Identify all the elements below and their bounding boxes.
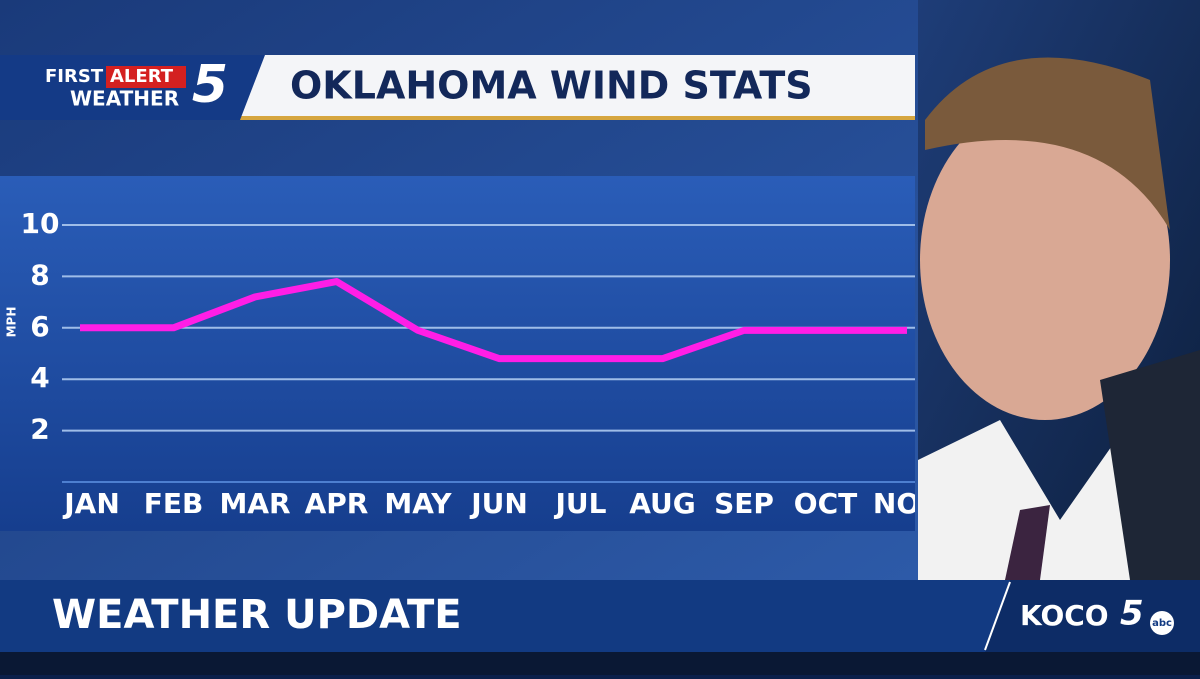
x-tick-label: MAR [219,487,290,520]
station-name: KOCO [1020,599,1109,632]
x-tick-label: APR [305,487,369,520]
lower-strip [0,652,1200,675]
x-tick-label: NOV [873,487,941,520]
station-box [985,580,1200,652]
title-underline [0,116,915,120]
presenter-face [920,100,1170,420]
x-tick-label: JUL [554,487,607,520]
y-axis-label: MPH [5,307,19,338]
network-badge [1150,611,1174,635]
x-tick-label: JUN [469,487,528,520]
x-tick-label: OCT [794,487,857,520]
chart-title: OKLAHOMA WIND STATS [290,64,813,108]
logo-alert: ALERT [110,66,174,87]
logo-alert-box [106,66,186,88]
presenter-jacket [1100,350,1200,580]
logo-number: 5 [192,55,228,115]
station-number: 5 [1120,594,1144,634]
x-tick-label: JAN [62,487,120,520]
network: abc [1152,618,1172,629]
data-line [80,278,907,363]
y-tick-label: 8 [30,258,49,291]
x-tick-label: SEP [714,487,774,520]
x-tick-label: AUG [629,487,696,520]
presenter-tie [1005,505,1050,580]
logo-weather: WEATHER [70,87,179,111]
headline: WEATHER UPDATE [52,592,462,638]
station-divider [984,581,1011,651]
presenter-hair [925,57,1170,230]
y-tick-label: 4 [30,361,49,394]
x-tick-label: FEB [144,487,204,520]
y-tick-label: 10 [21,207,60,240]
x-tick-label: MAY [384,487,452,520]
chart-panel [0,176,915,531]
logo-first: FIRST [45,66,104,87]
y-tick-label: 2 [30,413,49,446]
plot: 2 4 6 8 10 JAN FEB MAR APR MAY JUN JUL AUG SEP OCT NOV [21,207,941,520]
y-tick-label: 6 [30,310,49,343]
